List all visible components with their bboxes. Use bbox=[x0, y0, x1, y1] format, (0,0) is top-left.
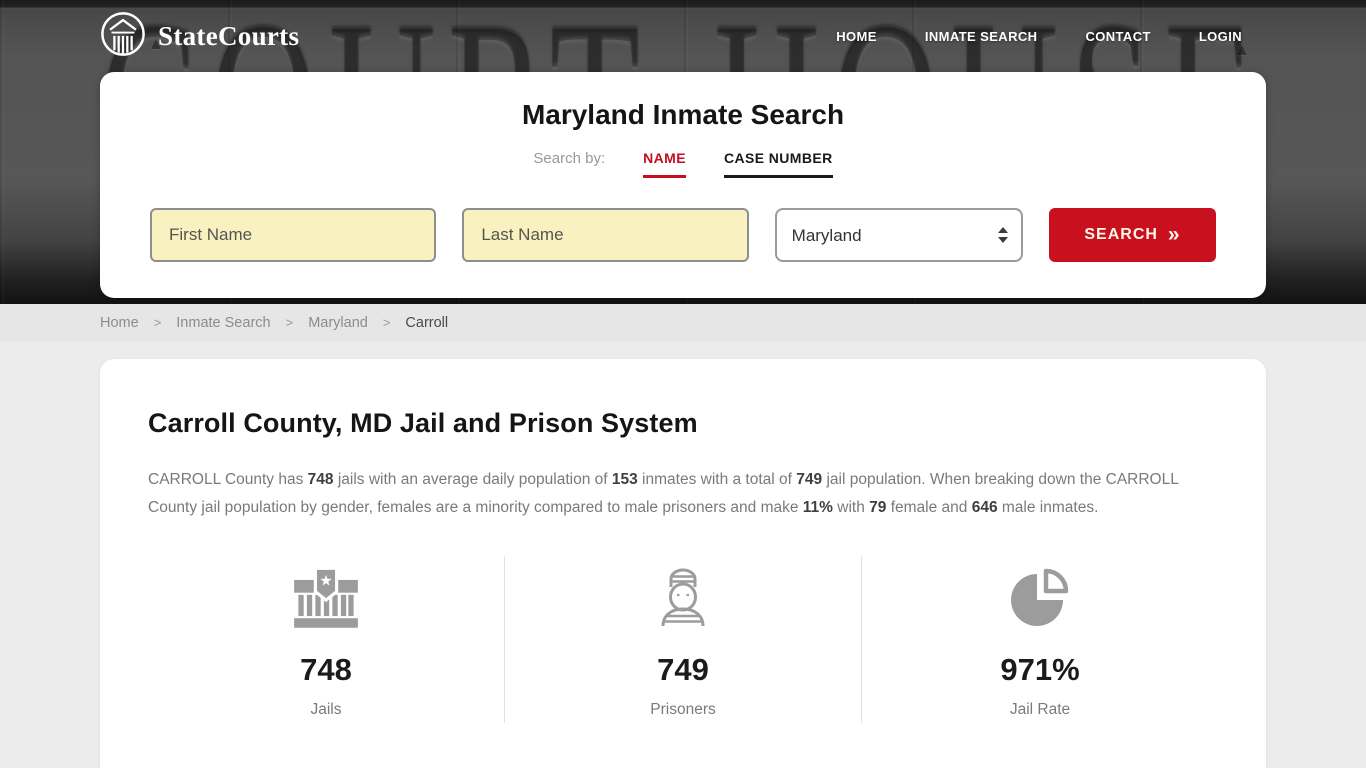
breadcrumb-bar: Home > Inmate Search > Maryland > Carrol… bbox=[0, 304, 1366, 341]
last-name-input[interactable] bbox=[462, 208, 749, 262]
double-chevron-icon: » bbox=[1167, 222, 1181, 246]
search-title: Maryland Inmate Search bbox=[521, 99, 845, 130]
breadcrumb: Home > Inmate Search > Maryland > Carrol… bbox=[100, 315, 448, 331]
stat-jails: ★ 748 Jails bbox=[148, 556, 504, 723]
nav-item-inmate-search[interactable]: INMATE SEARCH bbox=[924, 28, 1038, 44]
breadcrumb-separator: > bbox=[153, 315, 162, 330]
svg-text:★: ★ bbox=[319, 573, 332, 589]
courthouse-logo-icon bbox=[100, 11, 146, 62]
breadcrumb-separator: > bbox=[285, 315, 294, 330]
stat-label: Jails bbox=[310, 701, 342, 718]
pie-chart-icon bbox=[1006, 566, 1074, 630]
stats-row: ★ 748 Jails bbox=[148, 556, 1218, 723]
ornament-triangle-icon: ▲ bbox=[148, 36, 164, 53]
nav-item-login[interactable]: LOGIN bbox=[1198, 28, 1242, 44]
stat-value: 971% bbox=[1000, 652, 1080, 687]
hero-header: COURT·HOUSE ▲ ▲ StateCourts HOME INMATE bbox=[0, 0, 1366, 304]
main-content: Carroll County, MD Jail and Prison Syste… bbox=[0, 341, 1366, 768]
tab-case-number[interactable]: CASE NUMBER bbox=[723, 150, 833, 178]
jail-building-icon: ★ bbox=[292, 566, 360, 630]
stats-divider bbox=[861, 556, 862, 723]
stat-value: 749 bbox=[657, 652, 709, 687]
brand-name: StateCourts bbox=[158, 20, 300, 51]
first-name-input[interactable] bbox=[150, 208, 437, 262]
ornament-triangle-icon: ▲ bbox=[1234, 42, 1250, 59]
state-select-wrap: Maryland bbox=[774, 208, 1023, 262]
stat-label: Prisoners bbox=[650, 701, 716, 718]
search-button[interactable]: SEARCH » bbox=[1048, 208, 1216, 262]
breadcrumb-item-carroll: Carroll bbox=[405, 314, 449, 331]
tab-name[interactable]: NAME bbox=[643, 150, 686, 178]
search-by-tabs: Search by: NAME CASE NUMBER bbox=[150, 150, 1216, 178]
stat-jail-rate: 971% Jail Rate bbox=[862, 556, 1218, 723]
breadcrumb-item-home[interactable]: Home bbox=[100, 314, 139, 331]
brand[interactable]: StateCourts bbox=[100, 11, 299, 62]
stat-value: 748 bbox=[300, 652, 352, 687]
nav-item-home[interactable]: HOME bbox=[836, 28, 877, 44]
inmate-search-card: Maryland Inmate Search Search by: NAME C… bbox=[100, 72, 1266, 298]
prisoner-icon bbox=[651, 566, 715, 630]
county-summary-paragraph: CARROLL County has 748 jails with an ave… bbox=[148, 471, 1179, 516]
main-nav: HOME INMATE SEARCH CONTACT LOGIN bbox=[836, 29, 1242, 44]
page-title: Carroll County, MD Jail and Prison Syste… bbox=[148, 408, 698, 438]
stat-prisoners: 749 Prisoners bbox=[505, 556, 861, 723]
breadcrumb-item-inmate-search[interactable]: Inmate Search bbox=[176, 314, 271, 331]
breadcrumb-separator: > bbox=[382, 315, 391, 330]
nav-item-contact[interactable]: CONTACT bbox=[1085, 28, 1151, 44]
breadcrumb-item-maryland[interactable]: Maryland bbox=[308, 314, 368, 331]
stats-divider bbox=[504, 556, 505, 723]
content-card: Carroll County, MD Jail and Prison Syste… bbox=[100, 359, 1266, 768]
topbar: StateCourts HOME INMATE SEARCH CONTACT L… bbox=[0, 0, 1366, 72]
stat-label: Jail Rate bbox=[1009, 701, 1071, 718]
search-button-label: SEARCH bbox=[1084, 226, 1158, 243]
state-select[interactable]: Maryland bbox=[774, 208, 1023, 262]
search-by-label: Search by: bbox=[533, 150, 606, 167]
search-form: Maryland SEARCH » bbox=[150, 208, 1216, 262]
